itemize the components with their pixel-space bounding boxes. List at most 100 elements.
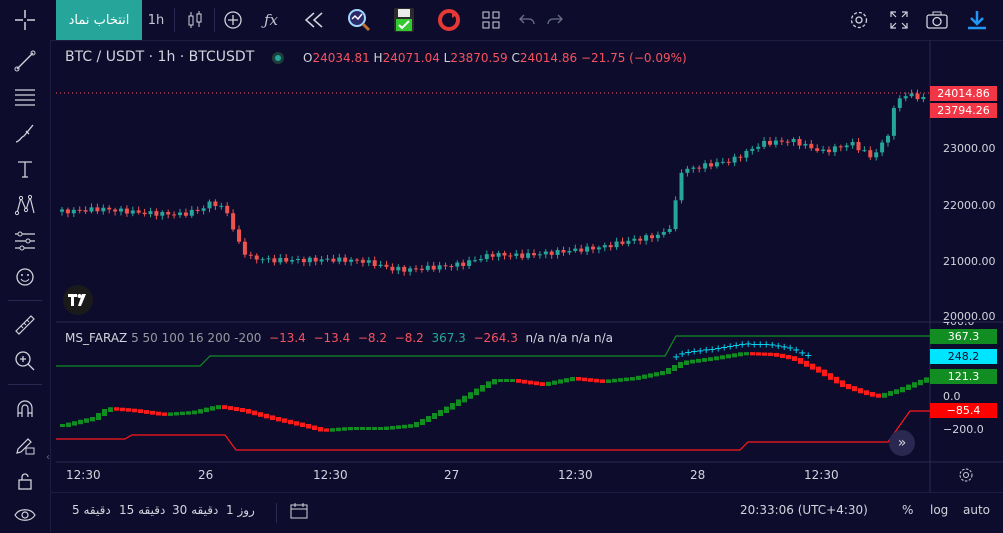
candle-body bbox=[514, 253, 519, 256]
candle-body bbox=[732, 156, 737, 163]
lock-edit-icon[interactable] bbox=[12, 432, 38, 458]
undo-icon[interactable] bbox=[515, 6, 539, 34]
candle-body bbox=[266, 258, 271, 260]
candle-body bbox=[886, 135, 890, 143]
fib-icon[interactable] bbox=[12, 84, 38, 110]
add-indicator-icon[interactable] bbox=[220, 6, 246, 34]
percent-toggle[interactable]: % bbox=[902, 503, 914, 517]
oscillator-bar bbox=[738, 352, 743, 357]
time-axis-label: 26 bbox=[198, 468, 214, 482]
candle-body bbox=[136, 210, 141, 213]
oscillator-plus-mark: + bbox=[768, 340, 776, 351]
range-5m-button[interactable]: 5 دقیقه bbox=[72, 503, 111, 517]
emoji-icon[interactable] bbox=[12, 264, 38, 290]
fx-icon[interactable]: ƒx bbox=[258, 6, 284, 34]
date-range-icon[interactable] bbox=[290, 502, 308, 524]
ruler-icon[interactable] bbox=[12, 312, 38, 338]
o-label: O bbox=[303, 51, 313, 65]
oscillator-plus-mark: + bbox=[804, 351, 812, 362]
oscillator-bar bbox=[576, 377, 581, 381]
candle-body bbox=[478, 259, 483, 261]
candle-body bbox=[65, 209, 70, 214]
interval-button[interactable]: 1h bbox=[142, 6, 170, 34]
oscillator-bar bbox=[774, 352, 779, 357]
oscillator-bar bbox=[672, 365, 677, 371]
save-icon[interactable] bbox=[391, 6, 417, 34]
oscillator-bar bbox=[384, 426, 389, 430]
download-icon[interactable] bbox=[962, 6, 992, 34]
price-axis-label: 20000.00 bbox=[943, 310, 996, 321]
camera-icon[interactable] bbox=[924, 6, 950, 34]
indicator-axis-label: −200.0 bbox=[943, 423, 984, 436]
candle-body bbox=[60, 209, 64, 212]
oscillator-bar bbox=[378, 427, 383, 430]
oscillator-bar bbox=[402, 424, 407, 429]
clock-timezone[interactable]: 20:33:06 (UTC+4:30) bbox=[740, 503, 868, 517]
candle-body bbox=[773, 140, 778, 145]
oscillator-bar bbox=[558, 379, 563, 384]
oscillator-bar bbox=[84, 418, 89, 423]
brush-icon[interactable] bbox=[12, 120, 38, 146]
oscillator-bar bbox=[702, 358, 707, 362]
oscillator-bar bbox=[354, 427, 359, 430]
symbol-search-button[interactable]: انتخاب نماد bbox=[56, 0, 142, 40]
redo-icon[interactable] bbox=[543, 6, 567, 34]
oscillator-bar bbox=[732, 353, 737, 358]
oscillator-bar bbox=[432, 413, 437, 419]
oscillator-bar bbox=[594, 378, 599, 383]
oscillator-bar bbox=[126, 408, 131, 412]
range-1d-button[interactable]: 1 روز bbox=[226, 503, 255, 517]
oscillator-bar bbox=[504, 379, 509, 382]
oscillator-bar bbox=[180, 411, 185, 416]
magnifier-icon[interactable] bbox=[344, 6, 374, 34]
candle-body bbox=[71, 209, 76, 214]
log-toggle[interactable]: log bbox=[930, 503, 949, 517]
oscillator-bar bbox=[204, 407, 209, 413]
text-icon[interactable] bbox=[12, 156, 38, 182]
candle-type-icon[interactable] bbox=[182, 6, 208, 34]
oscillator-bar bbox=[174, 412, 179, 416]
trendline-icon[interactable] bbox=[12, 48, 38, 74]
refresh-icon[interactable] bbox=[436, 6, 462, 34]
axis-settings-icon[interactable] bbox=[958, 467, 974, 487]
fullscreen-icon[interactable] bbox=[886, 6, 912, 34]
oscillator-bar bbox=[618, 378, 623, 382]
candle-body bbox=[402, 266, 407, 272]
oscillator-bar bbox=[120, 407, 125, 412]
magnet-icon[interactable] bbox=[12, 396, 38, 422]
oscillator-bar bbox=[456, 399, 461, 406]
oscillator-bar bbox=[600, 379, 605, 383]
range-30m-button[interactable]: 30 دقیقه bbox=[172, 503, 219, 517]
layout-icon[interactable] bbox=[478, 6, 504, 34]
oscillator-plus-mark: + bbox=[732, 340, 740, 351]
range-15m-button[interactable]: 15 دقیقه bbox=[119, 503, 166, 517]
pattern-icon[interactable] bbox=[12, 192, 38, 218]
candle-body bbox=[101, 207, 106, 212]
oscillator-bar bbox=[288, 419, 293, 425]
divider bbox=[276, 503, 277, 523]
oscillator-bar bbox=[66, 422, 71, 427]
indicator-na: n/a bbox=[594, 331, 614, 345]
oscillator-bar bbox=[282, 418, 287, 423]
oscillator-bar bbox=[840, 380, 845, 387]
candle-body bbox=[779, 140, 784, 142]
crosshair-icon[interactable] bbox=[10, 6, 40, 34]
candle-body bbox=[891, 107, 896, 136]
oscillator-bar bbox=[846, 384, 851, 390]
auto-toggle[interactable]: auto bbox=[963, 503, 991, 517]
ruler-lines-icon[interactable] bbox=[12, 228, 38, 254]
oscillator-bar bbox=[678, 362, 683, 368]
scroll-to-realtime-button[interactable]: » bbox=[889, 430, 915, 456]
candle-body bbox=[360, 259, 365, 263]
zoom-icon[interactable] bbox=[12, 348, 38, 374]
replay-icon[interactable] bbox=[299, 6, 329, 34]
lock-icon[interactable] bbox=[12, 468, 38, 494]
candle-body bbox=[355, 259, 359, 261]
oscillator-bar bbox=[552, 380, 557, 385]
eye-icon[interactable] bbox=[12, 502, 38, 528]
candle-body bbox=[284, 257, 289, 262]
collapse-toolbar-icon[interactable]: ‹ bbox=[46, 452, 50, 463]
settings-icon[interactable] bbox=[846, 6, 872, 34]
tradingview-logo[interactable] bbox=[63, 285, 93, 315]
